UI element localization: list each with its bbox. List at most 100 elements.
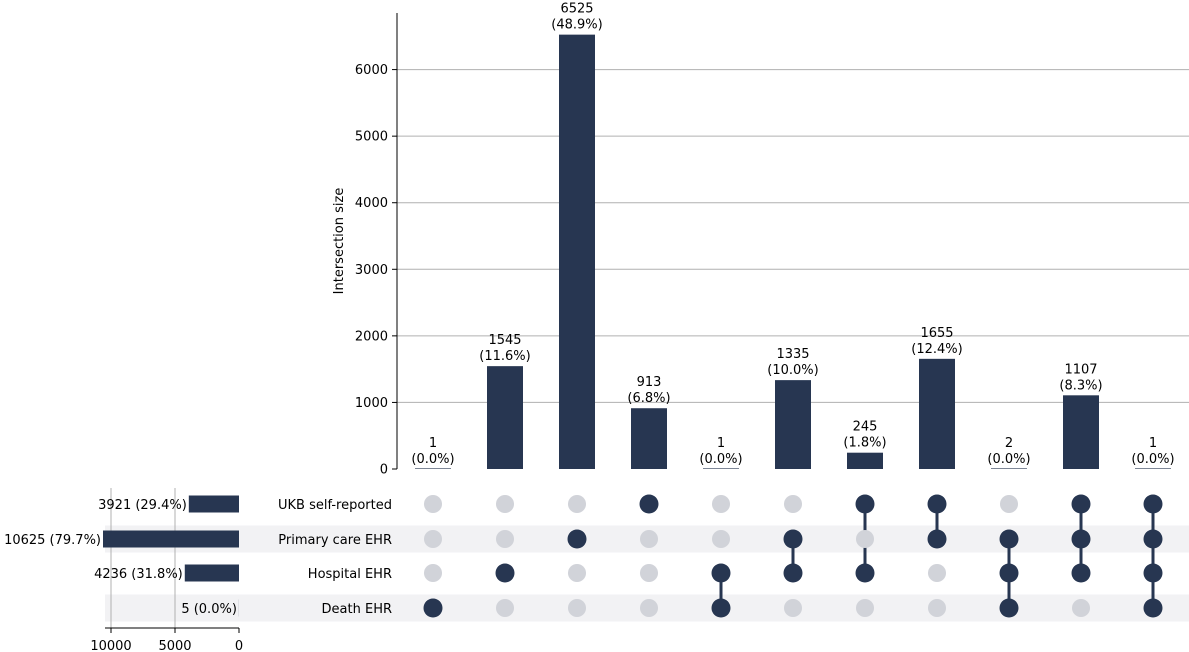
- matrix-dot-active: [423, 598, 443, 618]
- bar-count-label: 245: [853, 420, 878, 435]
- matrix-dot-inactive: [423, 563, 443, 583]
- matrix-dot-inactive: [783, 598, 803, 618]
- matrix-dot-active: [711, 598, 731, 618]
- matrix-dot-active: [639, 494, 659, 514]
- y-tick-label: 6000: [355, 63, 388, 78]
- set-size-label: 4236 (31.8%): [94, 567, 183, 582]
- y-axis-title: Intersection size: [332, 188, 347, 295]
- y-tick-label: 5000: [355, 130, 388, 145]
- matrix-dot-active: [927, 529, 947, 549]
- y-tick-label: 1000: [355, 396, 388, 411]
- bar-percent-label: (0.0%): [1131, 452, 1174, 467]
- set-names: UKB self-reported Primary care EHR Hospita…: [278, 498, 392, 617]
- matrix-dot-inactive: [567, 563, 587, 583]
- bar-count-label: 2: [1005, 436, 1013, 451]
- matrix-dot-inactive: [567, 598, 587, 618]
- set-size-bar: [103, 530, 239, 548]
- matrix-dot-inactive: [567, 494, 587, 514]
- matrix-dot-active: [999, 529, 1019, 549]
- set-name-label: UKB self-reported: [278, 498, 392, 513]
- matrix-dot-inactive: [495, 529, 515, 549]
- matrix-dot-inactive: [423, 529, 443, 549]
- matrix-dot-active: [1071, 494, 1091, 514]
- matrix-dot-inactive: [999, 494, 1019, 514]
- matrix-dot-inactive: [927, 563, 947, 583]
- y-tick-label: 4000: [355, 196, 388, 211]
- bar-count-label: 6525: [560, 2, 593, 17]
- matrix-dot-active: [855, 563, 875, 583]
- set-name-label: Death EHR: [322, 602, 392, 617]
- matrix-dot-inactive: [711, 494, 731, 514]
- bar-count-label: 1107: [1064, 362, 1097, 377]
- set-size-label: 10625 (79.7%): [4, 533, 101, 548]
- set-size-label: 5 (0.0%): [181, 602, 237, 617]
- matrix-dot-active: [711, 563, 731, 583]
- intersection-bar: [703, 468, 739, 469]
- bar-count-label: 1: [429, 436, 437, 451]
- intersection-bar: [1063, 395, 1099, 469]
- matrix-dot-active: [1071, 563, 1091, 583]
- set-name-label: Hospital EHR: [308, 567, 392, 582]
- y-tick-label: 0: [380, 463, 388, 478]
- set-name-label: Primary care EHR: [278, 533, 392, 548]
- bar-percent-label: (0.0%): [699, 452, 742, 467]
- bar-count-label: 1335: [776, 347, 809, 362]
- matrix-dot-inactive: [495, 598, 515, 618]
- bar-percent-label: (0.0%): [411, 452, 454, 467]
- set-size-tick-label: 5000: [158, 639, 191, 652]
- matrix-dot-active: [783, 563, 803, 583]
- set-size-bar: [184, 564, 239, 582]
- intersection-bar: [775, 380, 811, 469]
- matrix-dot-active: [1143, 563, 1163, 583]
- matrix-dot-active: [1143, 494, 1163, 514]
- matrix-dot-active: [1071, 529, 1091, 549]
- bar-count-label: 913: [637, 375, 662, 390]
- matrix-dot-inactive: [855, 598, 875, 618]
- matrix-dot-inactive: [711, 529, 731, 549]
- intersection-bar: [1135, 468, 1171, 469]
- matrix-dot-inactive: [423, 494, 443, 514]
- y-tick-label: 3000: [355, 263, 388, 278]
- matrix-dot-active: [999, 563, 1019, 583]
- bar-count-label: 1: [717, 436, 725, 451]
- intersection-bar: [631, 408, 667, 469]
- membership-matrix: [423, 494, 1163, 618]
- matrix-dot-active: [999, 598, 1019, 618]
- matrix-dot-active: [1143, 598, 1163, 618]
- matrix-dot-inactive: [495, 494, 515, 514]
- y-tick-label: 2000: [355, 329, 388, 344]
- bar-percent-label: (10.0%): [767, 363, 818, 378]
- intersection-bar: [847, 452, 883, 469]
- bar-percent-label: (1.8%): [843, 436, 886, 451]
- matrix-dot-inactive: [783, 494, 803, 514]
- intersection-bar: [415, 468, 451, 469]
- bar-percent-label: (11.6%): [479, 349, 530, 364]
- set-size-bar: [188, 495, 239, 513]
- bar-percent-label: (0.0%): [987, 452, 1030, 467]
- bar-percent-label: (12.4%): [911, 342, 962, 357]
- bar-count-label: 1: [1149, 436, 1157, 451]
- intersection-bar: [559, 34, 595, 469]
- set-size-label: 3921 (29.4%): [98, 498, 187, 513]
- matrix-dot-active: [855, 494, 875, 514]
- matrix-dot-active: [927, 494, 947, 514]
- set-size-tick-label: 10000: [90, 639, 131, 652]
- intersection-bars: [415, 34, 1171, 469]
- bar-percent-label: (48.9%): [551, 18, 602, 33]
- matrix-dot-active: [783, 529, 803, 549]
- bar-count-label: 1545: [488, 333, 521, 348]
- matrix-dot-inactive: [639, 529, 659, 549]
- matrix-dot-inactive: [1071, 598, 1091, 618]
- set-size-chart: 3921 (29.4%) 10625 (79.7%) 4236 (31.8%) 5 (…: [4, 488, 243, 652]
- matrix-dot-inactive: [855, 529, 875, 549]
- bar-percent-label: (8.3%): [1059, 378, 1102, 393]
- set-size-tick-label: 0: [235, 639, 243, 652]
- intersection-y-axis: Intersection size 0 1000 2000 3000 4000 5000 6…: [332, 13, 398, 478]
- bar-count-label: 1655: [920, 326, 953, 341]
- matrix-dot-inactive: [639, 563, 659, 583]
- intersection-bar: [991, 468, 1027, 469]
- intersection-bar: [487, 366, 523, 469]
- intersection-bar-labels: 1(0.0%)1545(11.6%)6525(48.9%)913(6.8%)1(…: [411, 2, 1174, 467]
- bar-percent-label: (6.8%): [627, 391, 670, 406]
